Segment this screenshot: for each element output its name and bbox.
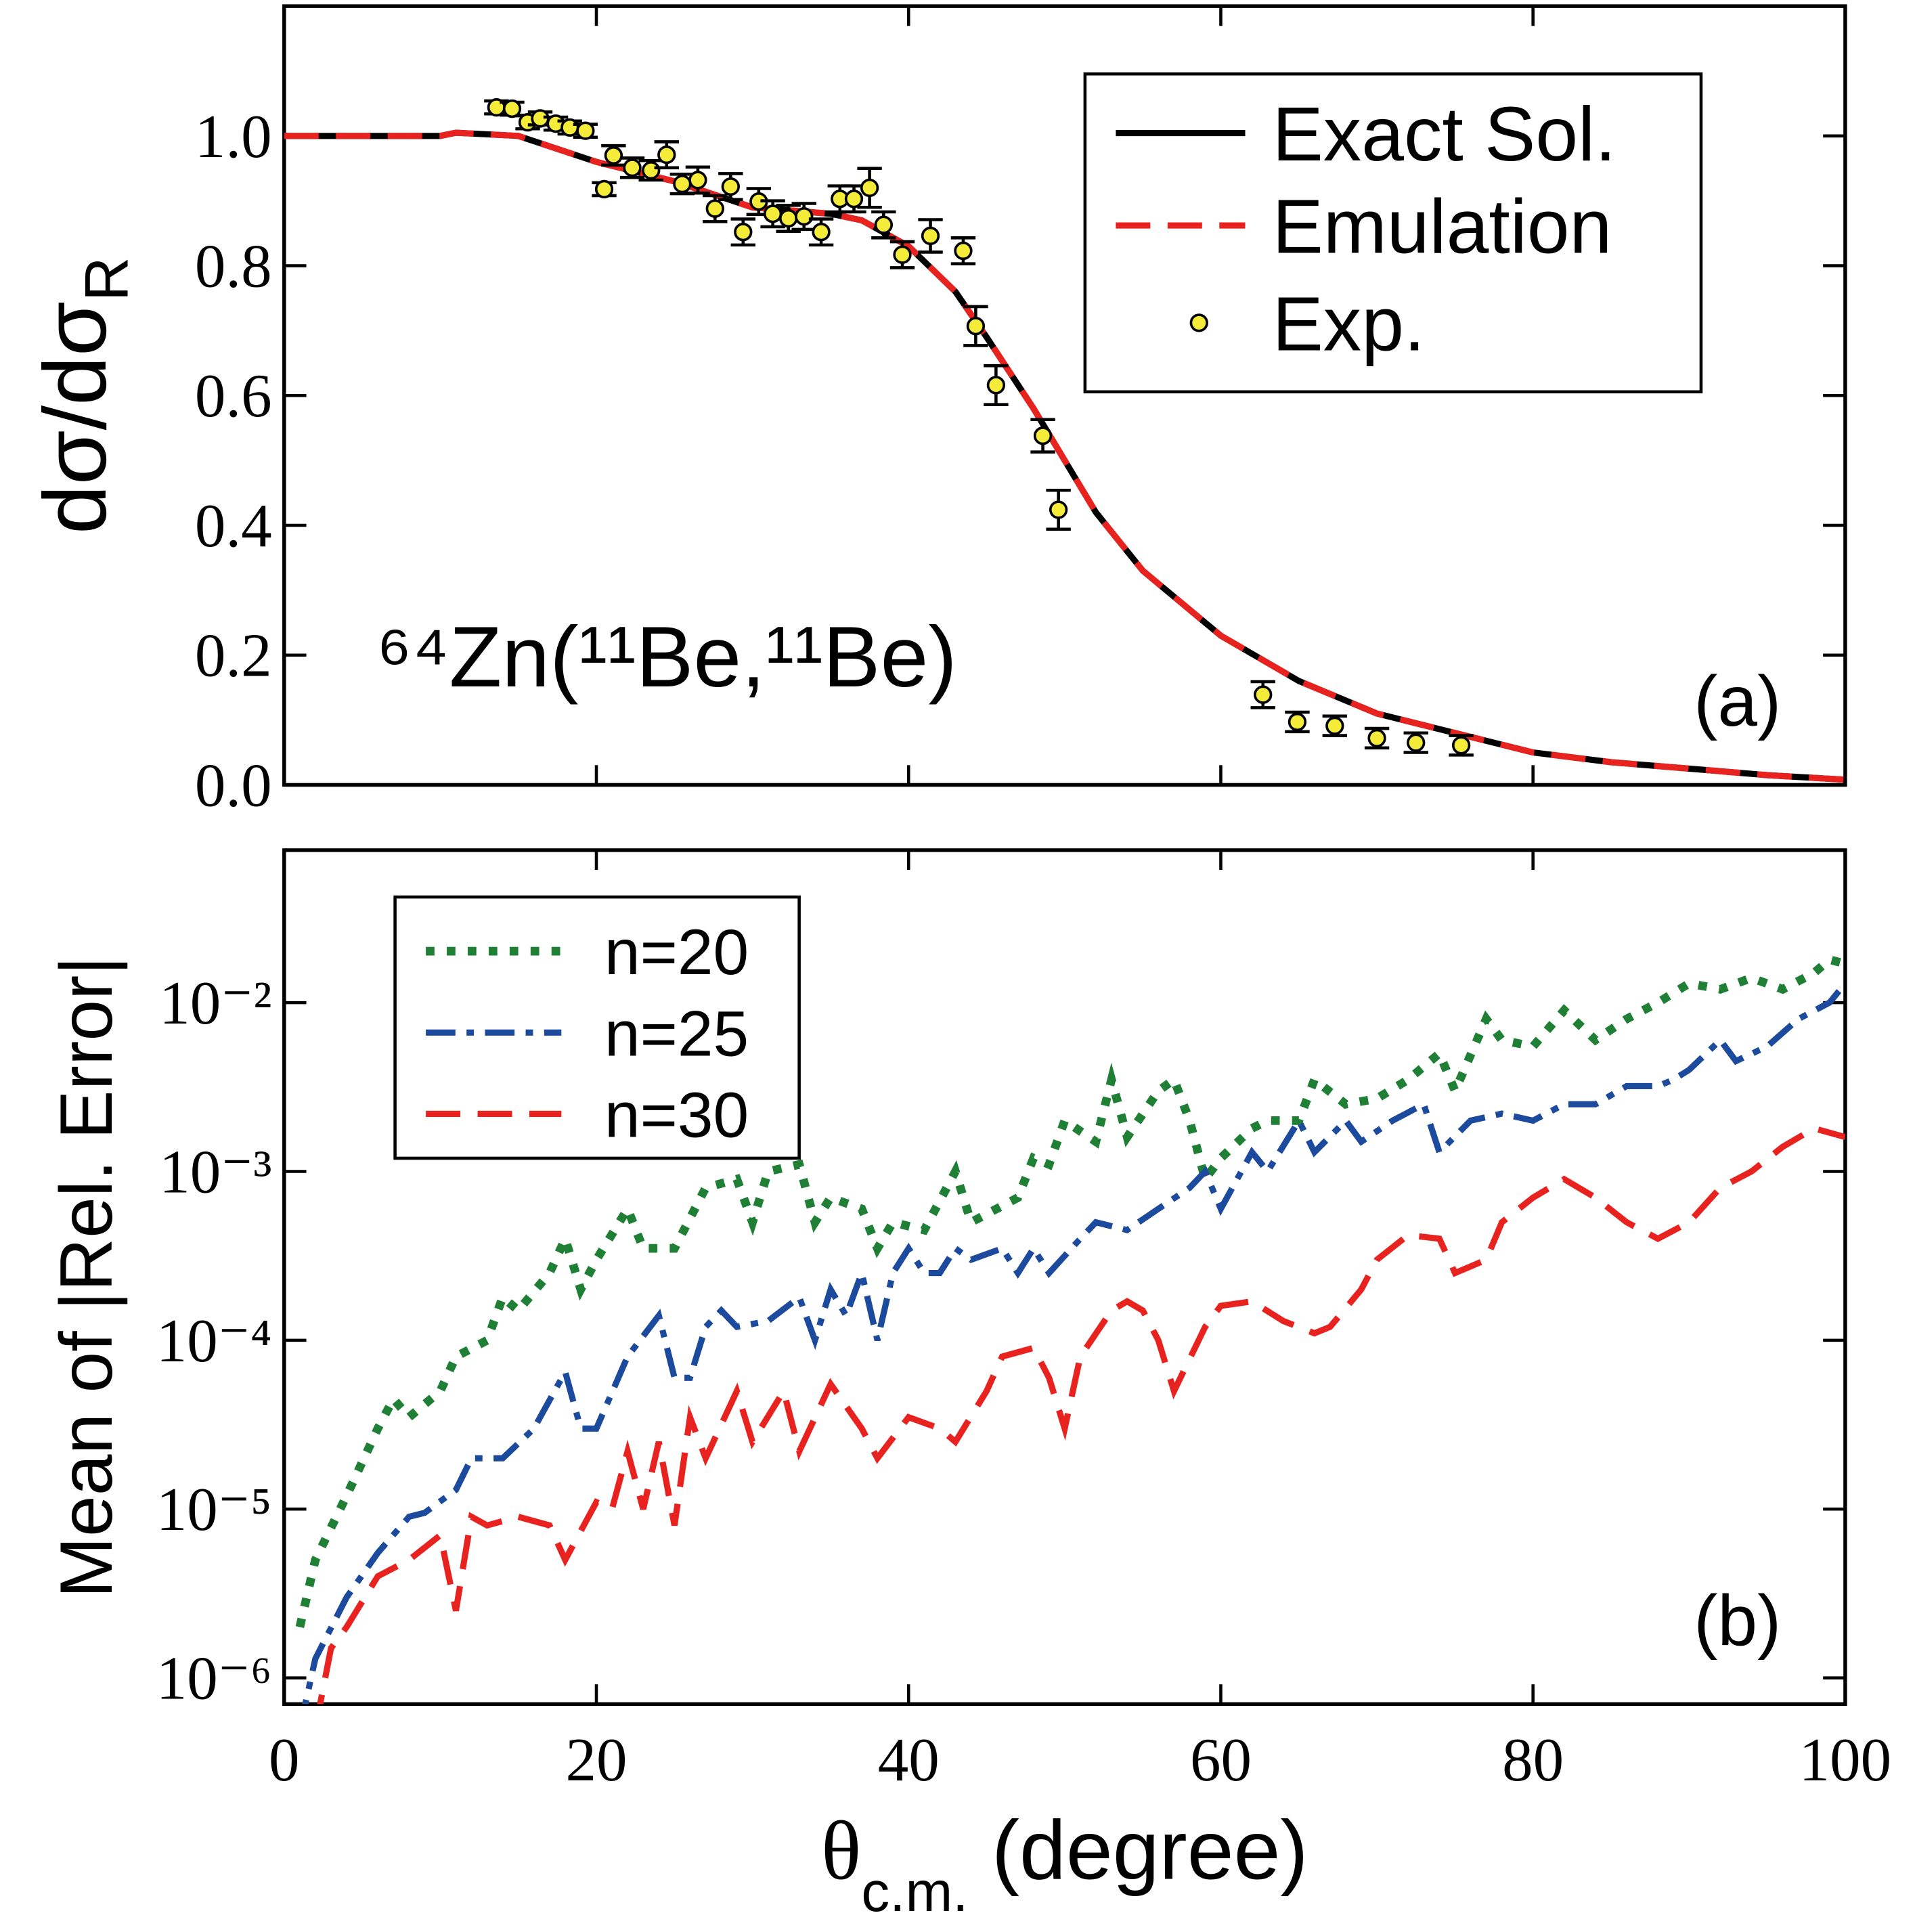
x-axis-title: θc.m. (degree) — [821, 1804, 1308, 1923]
x-tick-label: 20 — [566, 1726, 628, 1794]
data-point — [1451, 736, 1471, 755]
legend-label: n=30 — [604, 1079, 749, 1151]
data-point — [1049, 500, 1068, 519]
y-tick-label: 0.0 — [195, 751, 272, 819]
series-line — [317, 1124, 1845, 1705]
data-point — [642, 160, 661, 180]
plot-area — [284, 97, 1845, 783]
y-tick-label: 0.8 — [195, 232, 272, 300]
data-point — [844, 190, 864, 208]
y-axis-title: Mean of |Rel. Error| — [45, 956, 128, 1598]
x-axis-title-subscript: c.m. — [861, 1860, 968, 1923]
data-point — [986, 376, 1006, 395]
data-point — [1407, 733, 1426, 752]
data-point — [657, 145, 676, 164]
series-line — [302, 981, 1845, 1705]
y-axis-title-text: dσ/dσ — [25, 301, 125, 534]
legend-label: Exp. — [1273, 282, 1426, 367]
x-axis-title-suffix: (degree) — [968, 1804, 1308, 1897]
data-point — [860, 178, 879, 198]
data-point — [688, 171, 707, 190]
plot-frame — [282, 848, 1847, 1707]
data-point — [576, 121, 595, 140]
data-point — [1033, 426, 1053, 445]
y-tick-label: 10⁻⁴ — [156, 1307, 272, 1375]
data-point — [893, 245, 912, 264]
data-point — [1254, 685, 1273, 704]
y-tick-label: 0.2 — [195, 621, 272, 690]
data-point — [812, 223, 831, 242]
legend-label: Emulation — [1273, 184, 1612, 269]
data-point — [594, 179, 614, 199]
panel-label: (b) — [1694, 1581, 1781, 1661]
panel-label: (a) — [1694, 661, 1781, 741]
series-line — [284, 129, 1845, 783]
data-point — [1325, 716, 1344, 735]
legend-marker — [1189, 313, 1208, 332]
x-tick-label: 100 — [1799, 1726, 1891, 1794]
data-point — [502, 99, 522, 118]
legend-box — [1083, 72, 1703, 394]
x-tick-label: 80 — [1502, 1726, 1564, 1794]
x-axis-title-text: θ — [821, 1805, 861, 1897]
legend-label: n=20 — [604, 917, 749, 988]
data-point — [734, 223, 753, 242]
y-tick-label: 10⁻² — [159, 969, 271, 1037]
plot-area — [295, 954, 1845, 1705]
y-tick-label: 0.4 — [195, 491, 272, 560]
y-tick-label: 0.6 — [195, 361, 272, 430]
data-point — [763, 204, 783, 223]
y-axis-title: dσ/dσR — [25, 257, 141, 534]
data-point — [673, 175, 692, 194]
y-tick-label: 10⁻³ — [159, 1137, 271, 1206]
legend-label: n=25 — [604, 998, 749, 1070]
x-tick-label: 40 — [878, 1726, 940, 1794]
data-point — [795, 207, 814, 226]
data-point — [560, 118, 579, 137]
y-axis-title-text: Mean of |Rel. Error| — [45, 956, 128, 1598]
y-axis-title-subscript: R — [73, 257, 141, 301]
data-point — [1287, 712, 1307, 732]
data-point — [604, 146, 623, 165]
annotation: ⁶⁴Zn(¹¹Be,¹¹Be) — [376, 609, 957, 705]
data-point — [721, 177, 740, 196]
data-point — [921, 226, 940, 246]
data-point — [705, 199, 724, 218]
data-point — [954, 241, 973, 261]
data-point — [623, 158, 642, 177]
x-tick-label: 60 — [1190, 1726, 1252, 1794]
legend-label: Exact Sol. — [1273, 91, 1616, 177]
y-tick-label: 10⁻⁶ — [156, 1644, 272, 1713]
y-tick-label: 1.0 — [195, 102, 272, 171]
x-tick-label: 0 — [269, 1726, 300, 1794]
data-point — [874, 215, 893, 234]
y-tick-label: 10⁻⁵ — [156, 1475, 272, 1543]
data-point — [779, 208, 798, 228]
data-point — [966, 317, 986, 336]
data-point — [1367, 728, 1386, 748]
series-line — [295, 954, 1845, 1628]
legend-box — [393, 895, 801, 1160]
